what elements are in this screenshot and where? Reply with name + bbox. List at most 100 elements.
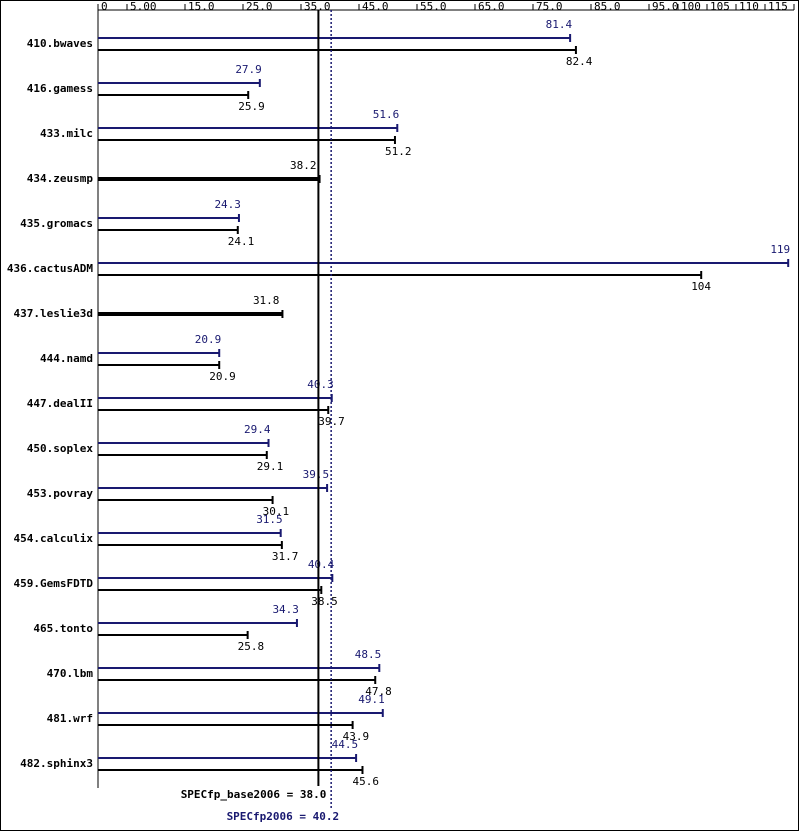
benchmark-label: 470.lbm xyxy=(47,667,94,680)
value-label: 24.3 xyxy=(214,198,241,211)
value-label: 49.1 xyxy=(358,693,385,706)
value-label: 82.4 xyxy=(566,55,593,68)
bar xyxy=(98,364,220,366)
value-label: 20.9 xyxy=(195,333,222,346)
bar xyxy=(98,397,332,399)
bar xyxy=(98,442,269,444)
value-label: 81.4 xyxy=(546,18,573,31)
bar xyxy=(98,532,281,534)
value-label: 51.2 xyxy=(385,145,412,158)
bar xyxy=(98,667,380,669)
x-tick-label: 0 xyxy=(101,0,108,13)
benchmark-label: 481.wrf xyxy=(47,712,93,725)
bar xyxy=(98,454,267,456)
bar xyxy=(98,769,363,771)
benchmark-label: 436.cactusADM xyxy=(7,262,93,275)
benchmark-label: 482.sphinx3 xyxy=(20,757,93,770)
value-label: 45.6 xyxy=(352,775,379,788)
x-tick-label: 75.0 xyxy=(536,0,563,13)
bar xyxy=(98,679,376,681)
benchmark-label: 459.GemsFDTD xyxy=(14,577,94,590)
value-label: 51.6 xyxy=(373,108,400,121)
benchmark-label: 433.milc xyxy=(40,127,93,140)
bar xyxy=(98,177,320,181)
benchmark-label: 447.dealII xyxy=(27,397,93,410)
benchmark-label: 454.calculix xyxy=(14,532,94,545)
value-label: 48.5 xyxy=(355,648,382,661)
value-label: 30.1 xyxy=(263,505,290,518)
benchmark-label: 444.namd xyxy=(40,352,93,365)
value-label: 24.1 xyxy=(228,235,255,248)
value-label: 31.8 xyxy=(253,294,280,307)
value-label: 27.9 xyxy=(235,63,262,76)
bar xyxy=(98,94,249,96)
x-tick-label: 85.0 xyxy=(594,0,621,13)
bar xyxy=(98,577,333,579)
bar xyxy=(98,49,576,51)
bar xyxy=(98,139,395,141)
bar xyxy=(98,499,273,501)
value-label: 39.5 xyxy=(303,468,330,481)
value-label: 104 xyxy=(691,280,711,293)
bar xyxy=(98,352,220,354)
value-label: 25.8 xyxy=(238,640,265,653)
x-tick-label: 95.0 xyxy=(652,0,679,13)
bar xyxy=(98,544,282,546)
bar xyxy=(98,712,383,714)
value-label: 20.9 xyxy=(209,370,236,383)
benchmark-label: 435.gromacs xyxy=(20,217,93,230)
x-tick-label: 100 xyxy=(681,0,701,13)
value-label: 31.5 xyxy=(256,513,283,526)
x-tick-label: 25.0 xyxy=(246,0,273,13)
value-label: 47.8 xyxy=(365,685,392,698)
value-label: 119 xyxy=(770,243,790,256)
value-label: 38.5 xyxy=(311,595,338,608)
benchmark-label: 437.leslie3d xyxy=(14,307,93,320)
value-label: 40.4 xyxy=(308,558,335,571)
bar xyxy=(98,724,353,726)
bar xyxy=(98,37,571,39)
bar xyxy=(98,274,702,276)
value-label: 39.7 xyxy=(318,415,345,428)
benchmark-label: 416.gamess xyxy=(27,82,93,95)
value-label: 29.1 xyxy=(257,460,284,473)
x-tick-label: 110 xyxy=(739,0,759,13)
bar xyxy=(98,409,329,411)
bar xyxy=(98,757,357,759)
value-label: 38.2 xyxy=(290,159,317,172)
x-tick-label: 55.0 xyxy=(420,0,447,13)
x-tick-label: 105 xyxy=(710,0,730,13)
x-tick-label: 5.00 xyxy=(130,0,157,13)
x-tick-label: 115 xyxy=(768,0,788,13)
benchmark-label: 450.soplex xyxy=(27,442,94,455)
bar xyxy=(98,82,260,84)
x-tick-label: 45.0 xyxy=(362,0,389,13)
value-label: 31.7 xyxy=(272,550,299,563)
bar xyxy=(98,622,297,624)
benchmark-label: 434.zeusmp xyxy=(27,172,94,185)
bar xyxy=(98,262,789,264)
benchmark-label: 465.tonto xyxy=(33,622,93,635)
benchmark-label: 453.povray xyxy=(27,487,94,500)
value-label: 44.5 xyxy=(332,738,359,751)
bar xyxy=(98,589,322,591)
value-label: 40.3 xyxy=(307,378,334,391)
bar xyxy=(98,127,398,129)
value-label: 25.9 xyxy=(238,100,265,113)
reference-label: SPECfp2006 = 40.2 xyxy=(227,810,340,823)
x-tick-label: 65.0 xyxy=(478,0,505,13)
bar xyxy=(98,229,238,231)
x-tick-label: 15.0 xyxy=(188,0,215,13)
bar xyxy=(98,634,248,636)
bar xyxy=(98,217,239,219)
x-tick-label: 35.0 xyxy=(304,0,331,13)
reference-label: SPECfp_base2006 = 38.0 xyxy=(181,788,327,801)
bar xyxy=(98,312,283,316)
bar xyxy=(98,487,328,489)
benchmark-label: 410.bwaves xyxy=(27,37,93,50)
value-label: 43.9 xyxy=(343,730,370,743)
value-label: 29.4 xyxy=(244,423,271,436)
value-label: 34.3 xyxy=(272,603,299,616)
